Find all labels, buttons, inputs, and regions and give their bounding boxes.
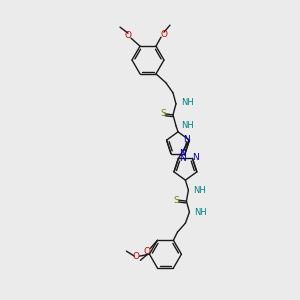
- Text: N: N: [179, 149, 185, 158]
- Text: N: N: [179, 154, 186, 163]
- Text: S: S: [160, 110, 166, 118]
- Text: NH: NH: [194, 208, 207, 217]
- Text: O: O: [124, 31, 131, 40]
- Text: NH: NH: [181, 98, 194, 107]
- Text: O: O: [160, 30, 167, 39]
- Text: O: O: [144, 247, 151, 256]
- Text: S: S: [173, 196, 179, 205]
- Text: N: N: [192, 153, 199, 162]
- Text: N: N: [183, 135, 190, 144]
- Text: O: O: [133, 252, 140, 261]
- Text: NH: NH: [194, 186, 206, 195]
- Text: NH: NH: [181, 122, 194, 130]
